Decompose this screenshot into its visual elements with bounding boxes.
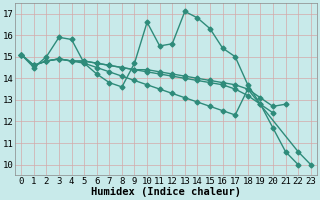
X-axis label: Humidex (Indice chaleur): Humidex (Indice chaleur) bbox=[91, 187, 241, 197]
